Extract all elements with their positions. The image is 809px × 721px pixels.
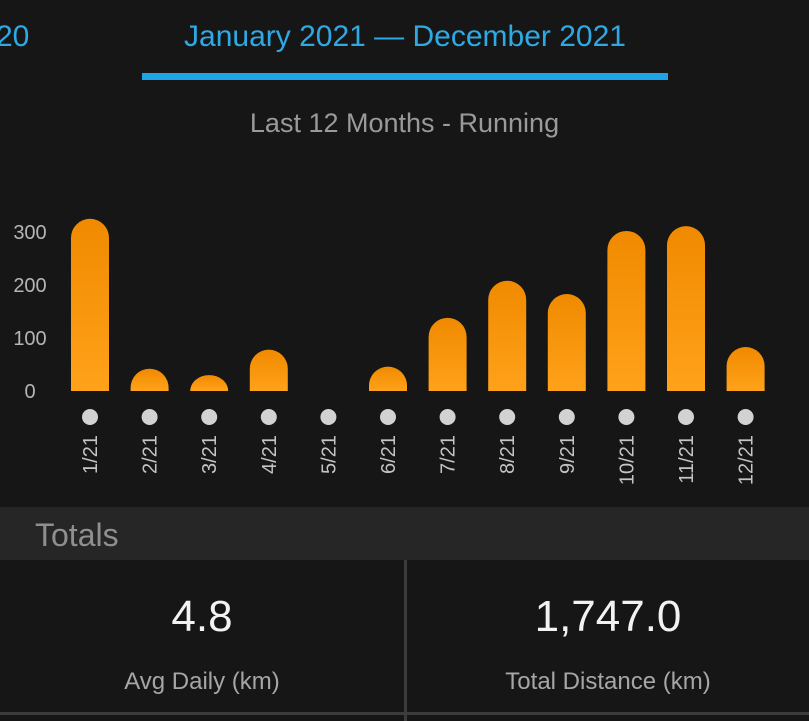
selected-period-indicator bbox=[142, 73, 668, 80]
bar-6/21[interactable] bbox=[369, 366, 407, 391]
bar-3/21[interactable] bbox=[190, 375, 229, 391]
x-marker[interactable] bbox=[82, 409, 98, 425]
x-marker[interactable] bbox=[320, 409, 337, 425]
bottom-divider bbox=[0, 712, 809, 715]
monthly-distance-chart: 0 100 200 300 1/21 2/21 3/21 4/21 5/21 6/21 7/21 8… bbox=[13, 218, 765, 485]
avg-daily-label: Avg Daily (km) bbox=[124, 668, 280, 695]
x-tick-label: 9/21 bbox=[557, 435, 579, 474]
x-marker[interactable] bbox=[737, 409, 754, 425]
bar-11/21[interactable] bbox=[667, 226, 705, 391]
x-tick-label: 1/21 bbox=[80, 435, 102, 474]
chart-title: Last 12 Months - Running bbox=[249, 108, 560, 138]
y-tick-label: 300 bbox=[13, 222, 46, 244]
x-tick-label: 5/21 bbox=[318, 435, 340, 474]
x-marker[interactable] bbox=[678, 409, 694, 425]
x-marker[interactable] bbox=[499, 409, 516, 425]
current-period-tab[interactable]: January 2021 — December 2021 bbox=[184, 20, 626, 53]
x-marker[interactable] bbox=[558, 409, 575, 425]
x-marker[interactable] bbox=[260, 409, 277, 425]
y-tick-label: 200 bbox=[13, 275, 46, 297]
total-distance-stat: 1,747.0 Total Distance (km) bbox=[407, 560, 809, 721]
x-marker[interactable] bbox=[141, 409, 158, 425]
totals-header: Totals bbox=[0, 507, 809, 560]
total-distance-value: 1,747.0 bbox=[534, 592, 682, 641]
bar-10/21[interactable] bbox=[607, 230, 646, 391]
bar-2/21[interactable] bbox=[130, 368, 169, 391]
x-tick-label: 2/21 bbox=[140, 435, 162, 474]
x-marker[interactable] bbox=[618, 409, 635, 425]
x-tick-label: 11/21 bbox=[676, 435, 698, 484]
x-marker[interactable] bbox=[201, 409, 218, 425]
y-tick-label: 0 bbox=[24, 381, 35, 403]
x-tick-label: 8/21 bbox=[497, 435, 519, 474]
x-tick-label: 6/21 bbox=[378, 435, 400, 474]
x-tick-label: 4/21 bbox=[259, 435, 281, 474]
x-tick-label: 10/21 bbox=[616, 435, 638, 485]
bar-12/21[interactable] bbox=[726, 347, 765, 391]
bars bbox=[71, 218, 765, 391]
x-tick-label: 3/21 bbox=[199, 435, 221, 474]
avg-daily-stat: 4.8 Avg Daily (km) bbox=[0, 560, 404, 721]
avg-daily-value: 4.8 bbox=[171, 592, 233, 641]
x-marker[interactable] bbox=[439, 409, 456, 425]
y-tick-label: 100 bbox=[13, 328, 46, 350]
bar-4/21[interactable] bbox=[249, 349, 288, 391]
bar-7/21[interactable] bbox=[428, 317, 467, 391]
bar-9/21[interactable] bbox=[547, 294, 586, 391]
bar-8/21[interactable] bbox=[488, 280, 527, 391]
stat-divider bbox=[404, 560, 407, 721]
totals-label: Totals bbox=[35, 517, 119, 553]
x-tick-label: 7/21 bbox=[438, 435, 460, 474]
x-marker[interactable] bbox=[380, 409, 396, 425]
total-distance-label: Total Distance (km) bbox=[505, 668, 711, 695]
y-axis: 0 100 200 300 bbox=[13, 222, 46, 403]
x-axis: 1/21 2/21 3/21 4/21 5/21 6/21 7/21 8/21 9/21 10/2… bbox=[80, 409, 758, 485]
bar-1/21[interactable] bbox=[71, 218, 109, 391]
previous-period-tab[interactable]: 20 bbox=[0, 20, 30, 53]
x-tick-label: 12/21 bbox=[736, 435, 758, 485]
